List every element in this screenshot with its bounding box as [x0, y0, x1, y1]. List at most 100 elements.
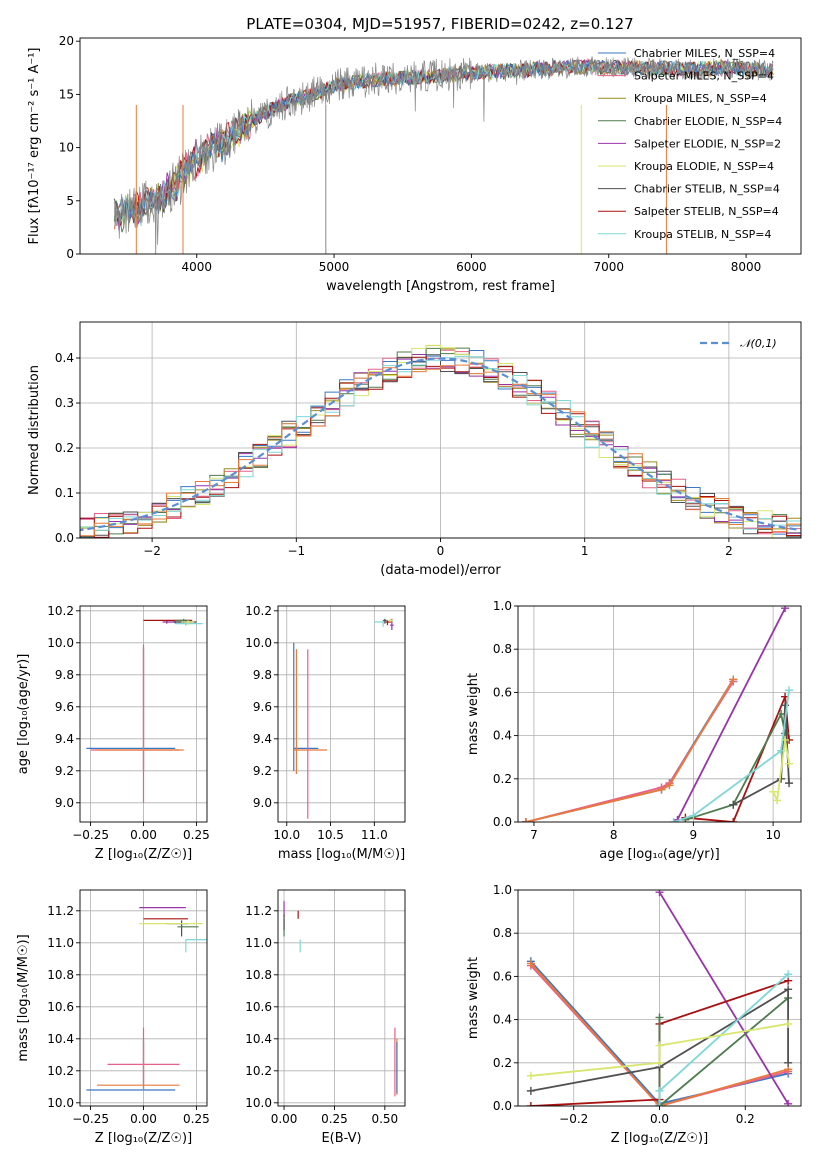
- y-axis-label: Normed distribution: [27, 365, 42, 495]
- y-tick-label: 10: [59, 141, 74, 155]
- weight-series: [655, 994, 793, 1106]
- y-tick-label: 0.0: [493, 815, 512, 829]
- y-tick-label: 9.6: [253, 700, 272, 714]
- x-tick-label: 8000: [731, 260, 762, 274]
- y-tick-label: 0.1: [55, 486, 74, 500]
- weight-marker: [669, 818, 678, 822]
- panel-residuals: −2 −1 0 1 2 0.0 0.1 0.2 0.3 0.4 (data-model)/error…: [27, 321, 802, 578]
- y-tick-label: 11.0: [245, 936, 272, 950]
- plot-area: [293, 618, 394, 819]
- x-tick-label: 10: [765, 828, 780, 842]
- residual-histogram: [80, 364, 801, 537]
- weight-line: [530, 964, 789, 1106]
- x-tick-label: −1: [287, 544, 305, 558]
- panel-spectrum: 4000 5000 6000 7000 8000 0 5 10 15 20 wavelength […: [27, 34, 802, 294]
- x-tick-label: 0.25: [321, 1112, 348, 1126]
- axes-residuals: −2 −1 0 1 2 0.0 0.1 0.2 0.3 0.4 (data-model)/error…: [27, 321, 802, 578]
- weight-marker: [729, 818, 738, 822]
- y-tick-label: 0.4: [493, 1013, 512, 1027]
- y-tick-label: 10.8: [245, 968, 272, 982]
- axes-age_vs_Z: −0.25 0.00 0.25 9.0 9.2 9.4 9.6 9.8 10.0 10.2 Z [l…: [16, 604, 210, 862]
- weight-marker: [655, 1086, 664, 1095]
- x-tick-label: −0.25: [72, 1112, 109, 1126]
- y-tick-label: 10.4: [47, 1032, 74, 1046]
- y-tick-label: 10.4: [245, 1032, 272, 1046]
- y-axis-label: mass [log₁₀(M/M☉)]: [16, 934, 31, 1061]
- x-tick-label: 0.00: [130, 828, 157, 842]
- y-tick-label: 0.4: [493, 729, 512, 743]
- weight-marker: [785, 686, 794, 695]
- weight-marker: [526, 1102, 535, 1106]
- panel-age_vs_mass: 10.0 10.5 11.0 9.0 9.2 9.4 9.6 9.8 10.0 10.2 mass …: [245, 604, 406, 862]
- weight-line: [658, 891, 789, 1105]
- x-axis-label: age [log₁₀(age/yr)]: [599, 847, 720, 862]
- plot-area: [521, 606, 794, 822]
- errorbar-point: [388, 618, 393, 622]
- y-axis-label: mass weight: [466, 673, 481, 755]
- x-tick-label: 9: [690, 828, 698, 842]
- weight-marker: [526, 959, 535, 968]
- x-tick-label: 0.0: [650, 1112, 669, 1126]
- legend-label: 𝒩(0,1): [740, 337, 777, 350]
- y-tick-label: 0.2: [493, 1056, 512, 1070]
- spectrum-legend: Chabrier MILES, N_SSP=4 Salpeter MILES, N…: [598, 47, 782, 241]
- plot-area: [86, 618, 203, 803]
- y-tick-label: 0.0: [55, 531, 74, 545]
- y-tick-label: 9.0: [253, 796, 272, 810]
- x-axis-label: wavelength [Angstrom, rest frame]: [326, 279, 555, 294]
- y-tick-label: 0.4: [55, 351, 74, 365]
- y-tick-label: 10.2: [47, 1064, 74, 1078]
- panel-weight_vs_Z: −0.2 0.0 0.2 0.0 0.2 0.4 0.6 0.8 1.0 Z [log₁₀(Z/Z…: [466, 883, 802, 1146]
- y-axis-label: age [log₁₀(age/yr)]: [16, 654, 31, 775]
- weight-line: [525, 681, 734, 822]
- model-spectrum-line: [113, 59, 773, 226]
- y-tick-label: 0.3: [55, 396, 74, 410]
- legend-label: Kroupa STELIB, N_SSP=4: [634, 228, 772, 241]
- weight-marker: [655, 1102, 664, 1106]
- axes-age_vs_mass: 10.0 10.5 11.0 9.0 9.2 9.4 9.6 9.8 10.0 10.2 mass …: [245, 604, 406, 862]
- panel-age_vs_Z: −0.25 0.00 0.25 9.0 9.2 9.4 9.6 9.8 10.0 10.2 Z [l…: [16, 604, 210, 862]
- weight-line: [676, 607, 786, 821]
- weight-marker: [526, 1086, 535, 1095]
- y-axis-label: mass weight: [466, 957, 481, 1039]
- y-tick-label: 0: [66, 247, 74, 261]
- legend-label: Chabrier STELIB, N_SSP=4: [634, 183, 780, 196]
- figure-title: PLATE=0304, MJD=51957, FIBERID=0242, z=0…: [246, 15, 633, 33]
- weight-marker: [526, 1071, 535, 1080]
- x-axis-label: Z [log₁₀(Z/Z☉)]: [95, 847, 192, 862]
- y-tick-label: 9.0: [55, 796, 74, 810]
- weight-marker: [655, 1058, 664, 1067]
- errorbar-point: [86, 647, 176, 771]
- x-tick-label: 0.00: [130, 1112, 157, 1126]
- weight-series: [655, 890, 793, 1106]
- weight-series: [673, 606, 790, 822]
- x-tick-label: 10.5: [317, 828, 344, 842]
- panel-mass_vs_Z: −0.25 0.00 0.25 10.0 10.2 10.4 10.6 10.8 11.0 11.…: [16, 889, 210, 1146]
- weight-series: [681, 692, 794, 822]
- weight-series: [669, 686, 794, 822]
- x-tick-label: 1: [581, 544, 589, 558]
- axes-mass_vs_Z: −0.25 0.00 0.25 10.0 10.2 10.4 10.6 10.8 11.0 11.…: [16, 889, 210, 1146]
- y-tick-label: 10.0: [245, 636, 272, 650]
- y-tick-label: 9.2: [253, 764, 272, 778]
- weight-marker: [785, 779, 794, 788]
- errorbar-point: [181, 620, 195, 626]
- x-axis-label: E(B-V): [321, 1131, 361, 1146]
- x-tick-label: −0.25: [72, 828, 109, 842]
- y-tick-label: 10.8: [47, 968, 74, 982]
- weight-marker: [784, 1058, 793, 1067]
- y-tick-label: 20: [59, 34, 74, 48]
- weight-line: [685, 696, 790, 822]
- panel-weight_vs_age: 7 8 9 10 0.0 0.2 0.4 0.6 0.8 1.0 age [log₁₀(age/yr…: [466, 599, 802, 862]
- y-tick-label: 10.2: [245, 604, 272, 618]
- weight-marker: [665, 781, 674, 790]
- weight-series: [526, 1019, 793, 1080]
- weight-marker: [784, 985, 793, 994]
- weight-marker: [655, 1041, 664, 1050]
- weight-series: [655, 970, 793, 1106]
- y-tick-label: 0.2: [493, 772, 512, 786]
- x-tick-label: −0.2: [559, 1112, 588, 1126]
- axes-mass_vs_ebv: 0.00 0.25 0.50 10.0 10.2 10.4 10.6 10.8 11.0 11.2…: [245, 889, 406, 1146]
- weight-series: [521, 675, 738, 822]
